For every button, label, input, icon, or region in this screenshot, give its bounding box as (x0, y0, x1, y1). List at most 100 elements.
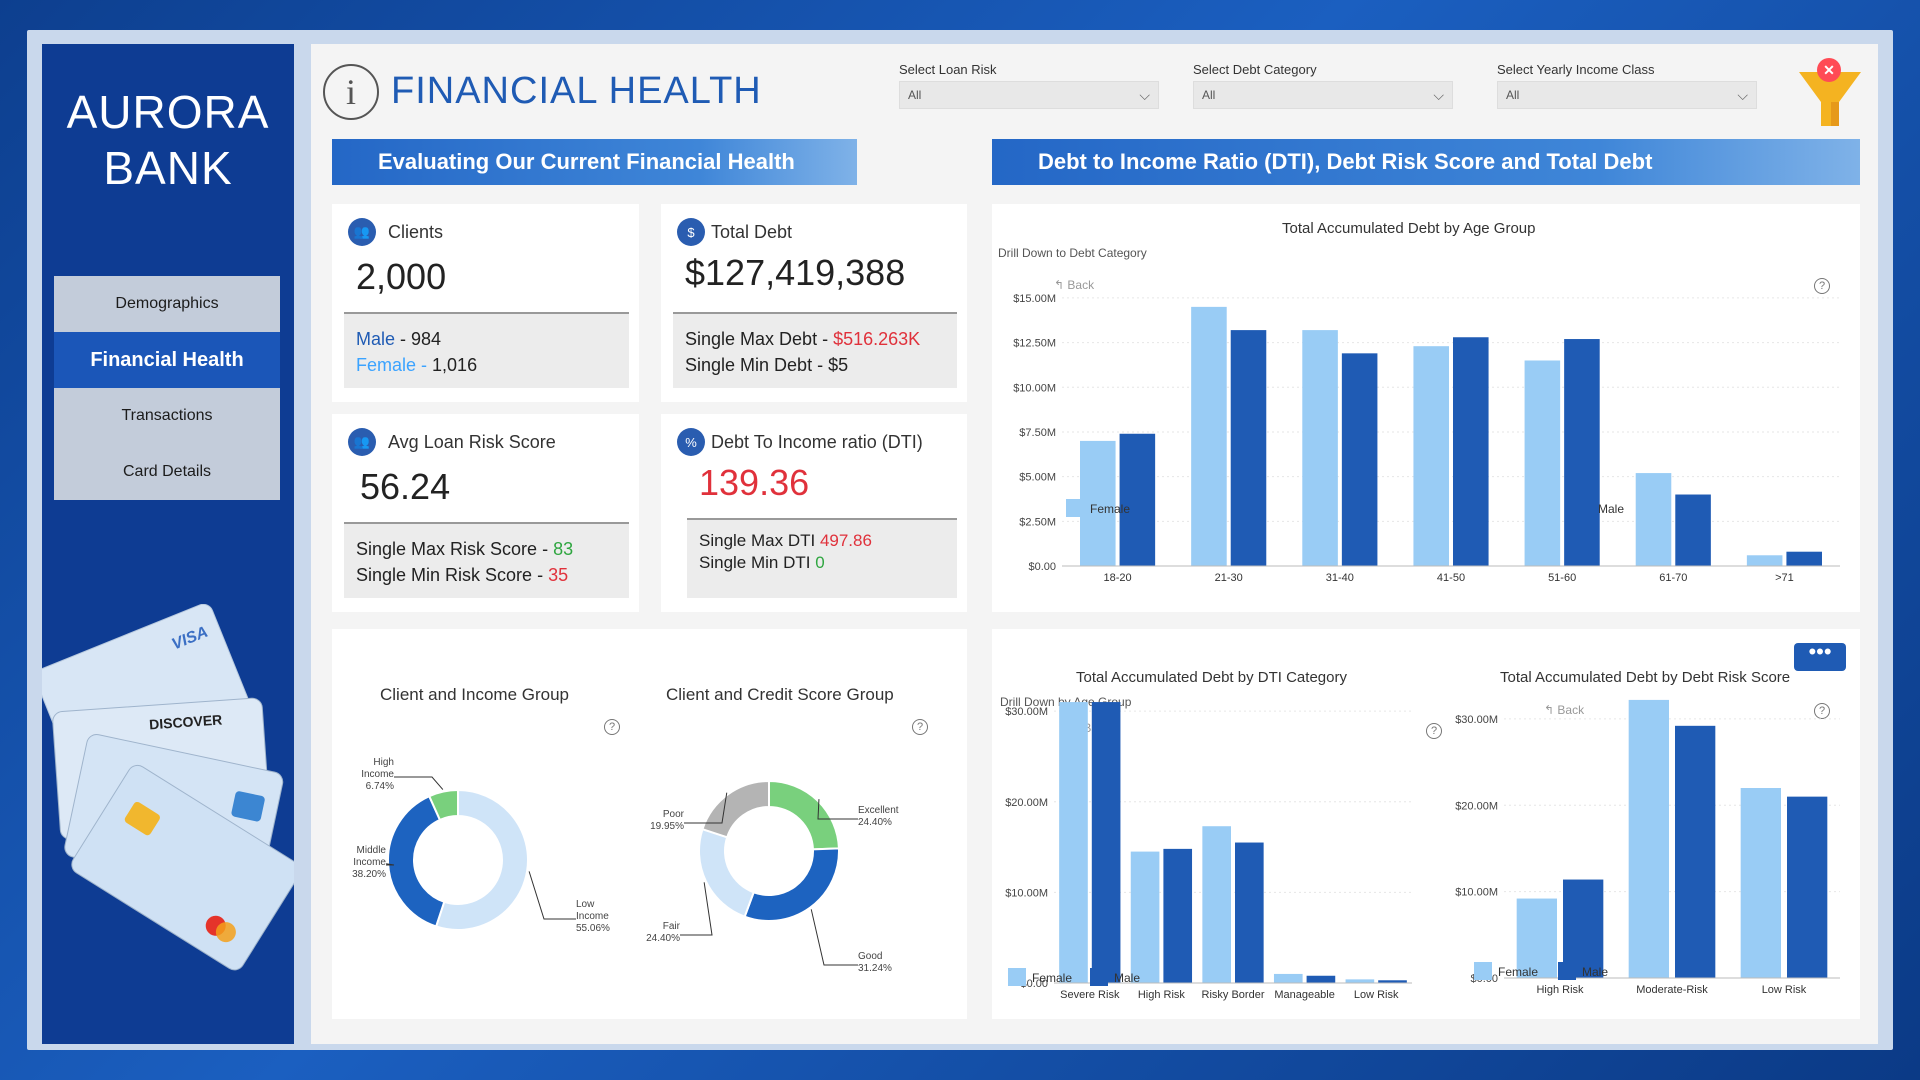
dti-category-bar-chart: $0.00 $10.00M $20.00M $30.00M Severe Risk Hig… (1005, 702, 1412, 1001)
bar-male (1341, 353, 1378, 566)
help-icon[interactable]: ? (604, 719, 620, 735)
min-value: $5 (828, 355, 849, 375)
x-tick-label: Severe Risk (1060, 989, 1120, 1001)
slicer-label: Select Debt Category (1193, 62, 1317, 77)
nav-demographics[interactable]: Demographics (54, 276, 280, 332)
more-options-button[interactable]: ••• (1794, 641, 1846, 671)
bar-male (1235, 842, 1264, 983)
back-button[interactable]: ↰ Back (1544, 703, 1584, 717)
kpi-title: Clients (388, 222, 444, 242)
kpi-breakdown: Single Max DTI 497.86 Single Min DTI 0 (687, 518, 957, 598)
nav-financial-health[interactable]: Financial Health (54, 332, 280, 388)
clear-filters-icon[interactable]: ✕ (1795, 54, 1865, 134)
kpi-title: Total Debt (711, 222, 793, 242)
x-tick-label: 18-20 (1104, 572, 1132, 584)
max-label: Single Max DTI (699, 531, 820, 550)
x-tick-label: High Risk (1536, 984, 1584, 996)
min-label: Single Min Debt (685, 355, 813, 375)
info-icon[interactable]: i (323, 64, 379, 120)
y-tick-label: $0.00 (1020, 978, 1048, 990)
slice-poor (701, 779, 770, 839)
bar-female (1524, 360, 1561, 566)
slicer-income-class: Select Yearly Income Class All ⌵ (1497, 62, 1757, 109)
bar-female (1302, 330, 1338, 566)
separator: - (532, 565, 549, 585)
y-tick-label: $5.00M (1019, 472, 1056, 484)
help-icon[interactable]: ? (1426, 723, 1442, 739)
chevron-down-icon: ⌵ (1433, 86, 1444, 103)
nav-transactions[interactable]: Transactions (54, 388, 280, 444)
female-value: 1,016 (432, 355, 478, 375)
slicer-debt-category: Select Debt Category All ⌵ (1193, 62, 1453, 109)
main-content: i FINANCIAL HEALTH Select Loan Risk All … (311, 44, 1878, 1044)
slice-name: Excellent (858, 805, 899, 816)
chevron-down-icon: ⌵ (1737, 86, 1748, 103)
chart-title: Client and Credit Score Group (666, 685, 894, 704)
legend-label: Female (1498, 965, 1538, 979)
x-tick-label: 51-60 (1548, 572, 1576, 584)
separator: - (537, 539, 554, 559)
bar-female (1191, 306, 1227, 566)
bar-female (1740, 788, 1781, 978)
x-tick-label: Low Risk (1762, 984, 1807, 996)
slice-percent: 24.40% (858, 817, 892, 828)
help-icon[interactable]: ? (1814, 278, 1830, 294)
bar-male (1453, 337, 1489, 566)
donut-charts-panel[interactable]: Client and Income Group Client and Credi… (332, 629, 967, 1019)
kpi-risk-score-card[interactable]: 👥 Avg Loan Risk Score 56.24 Single Max R… (332, 414, 639, 612)
bar-female (1345, 979, 1375, 983)
nav-card-details[interactable]: Card Details (54, 444, 280, 500)
bar-male (1564, 339, 1600, 566)
user-debt-icon: $ (677, 218, 705, 246)
back-button[interactable]: ↰ Back (1054, 278, 1094, 292)
kpi-value: 56.24 (360, 466, 451, 507)
bar-female (1130, 851, 1160, 983)
help-icon[interactable]: ? (912, 719, 928, 735)
people-icon: 👥 (348, 218, 376, 246)
bar-male (1378, 980, 1407, 983)
leader-line (386, 863, 395, 866)
chart-title: Total Accumulated Debt by DTI Category (1076, 669, 1347, 686)
income-class-dropdown[interactable]: All ⌵ (1497, 81, 1757, 109)
loan-risk-dropdown[interactable]: All ⌵ (899, 81, 1159, 109)
y-tick-label: $10.00M (1013, 382, 1056, 394)
legend-label: Female (1032, 971, 1072, 985)
female-label: Female (356, 355, 417, 375)
leader-line (684, 792, 728, 824)
max-label: Single Max Debt (685, 329, 818, 349)
bar-male (1306, 975, 1336, 983)
min-label: Single Min DTI (699, 553, 816, 572)
slicer-loan-risk: Select Loan Risk All ⌵ (899, 62, 1159, 109)
y-tick-label: $12.50M (1013, 338, 1056, 350)
kpi-breakdown: Male - 984 Female - 1,016 (344, 312, 629, 388)
chevron-down-icon: ⌵ (1139, 86, 1150, 103)
legend-swatch (1574, 499, 1592, 517)
bar-male (1091, 702, 1121, 983)
dti-risk-charts-panel[interactable]: Total Accumulated Debt by DTI Category D… (992, 629, 1860, 1019)
kpi-total-debt-card[interactable]: $ Total Debt $127,419,388 Single Max Deb… (661, 204, 967, 402)
legend-label: Male (1582, 965, 1608, 979)
help-icon[interactable]: ? (1814, 703, 1830, 719)
kpi-value: 139.36 (699, 462, 810, 503)
age-group-bar-chart: $0.00 $2.50M $5.00M $7.50M $10.00M $12.50M $15… (1013, 293, 1840, 584)
back-label: Back (1067, 278, 1095, 292)
max-value: 83 (553, 539, 574, 559)
slice-percent: 55.06% (576, 923, 610, 934)
dropdown-value: All (1506, 88, 1520, 102)
slice-percent: 19.95% (650, 821, 684, 832)
age-group-chart-panel[interactable]: Total Accumulated Debt by Age Group Dril… (992, 204, 1860, 612)
male-value: 984 (411, 329, 442, 349)
kpi-dti-card[interactable]: % Debt To Income ratio (DTI) 139.36 Sing… (661, 414, 967, 612)
slice-name: Low (576, 899, 595, 910)
slice-name: High (373, 757, 394, 768)
debt-category-dropdown[interactable]: All ⌵ (1193, 81, 1453, 109)
legend-swatch (1090, 968, 1108, 986)
max-value: $516.263K (833, 329, 921, 349)
back-label: Back (1557, 703, 1585, 717)
kpi-clients-card[interactable]: 👥 Clients 2,000 Male - 984 Female - 1,01… (332, 204, 639, 402)
x-tick-label: Low Risk (1354, 989, 1399, 1001)
x-tick-label: Manageable (1274, 989, 1335, 1001)
bar-female (1273, 973, 1303, 983)
y-tick-label: $20.00M (1455, 800, 1498, 812)
